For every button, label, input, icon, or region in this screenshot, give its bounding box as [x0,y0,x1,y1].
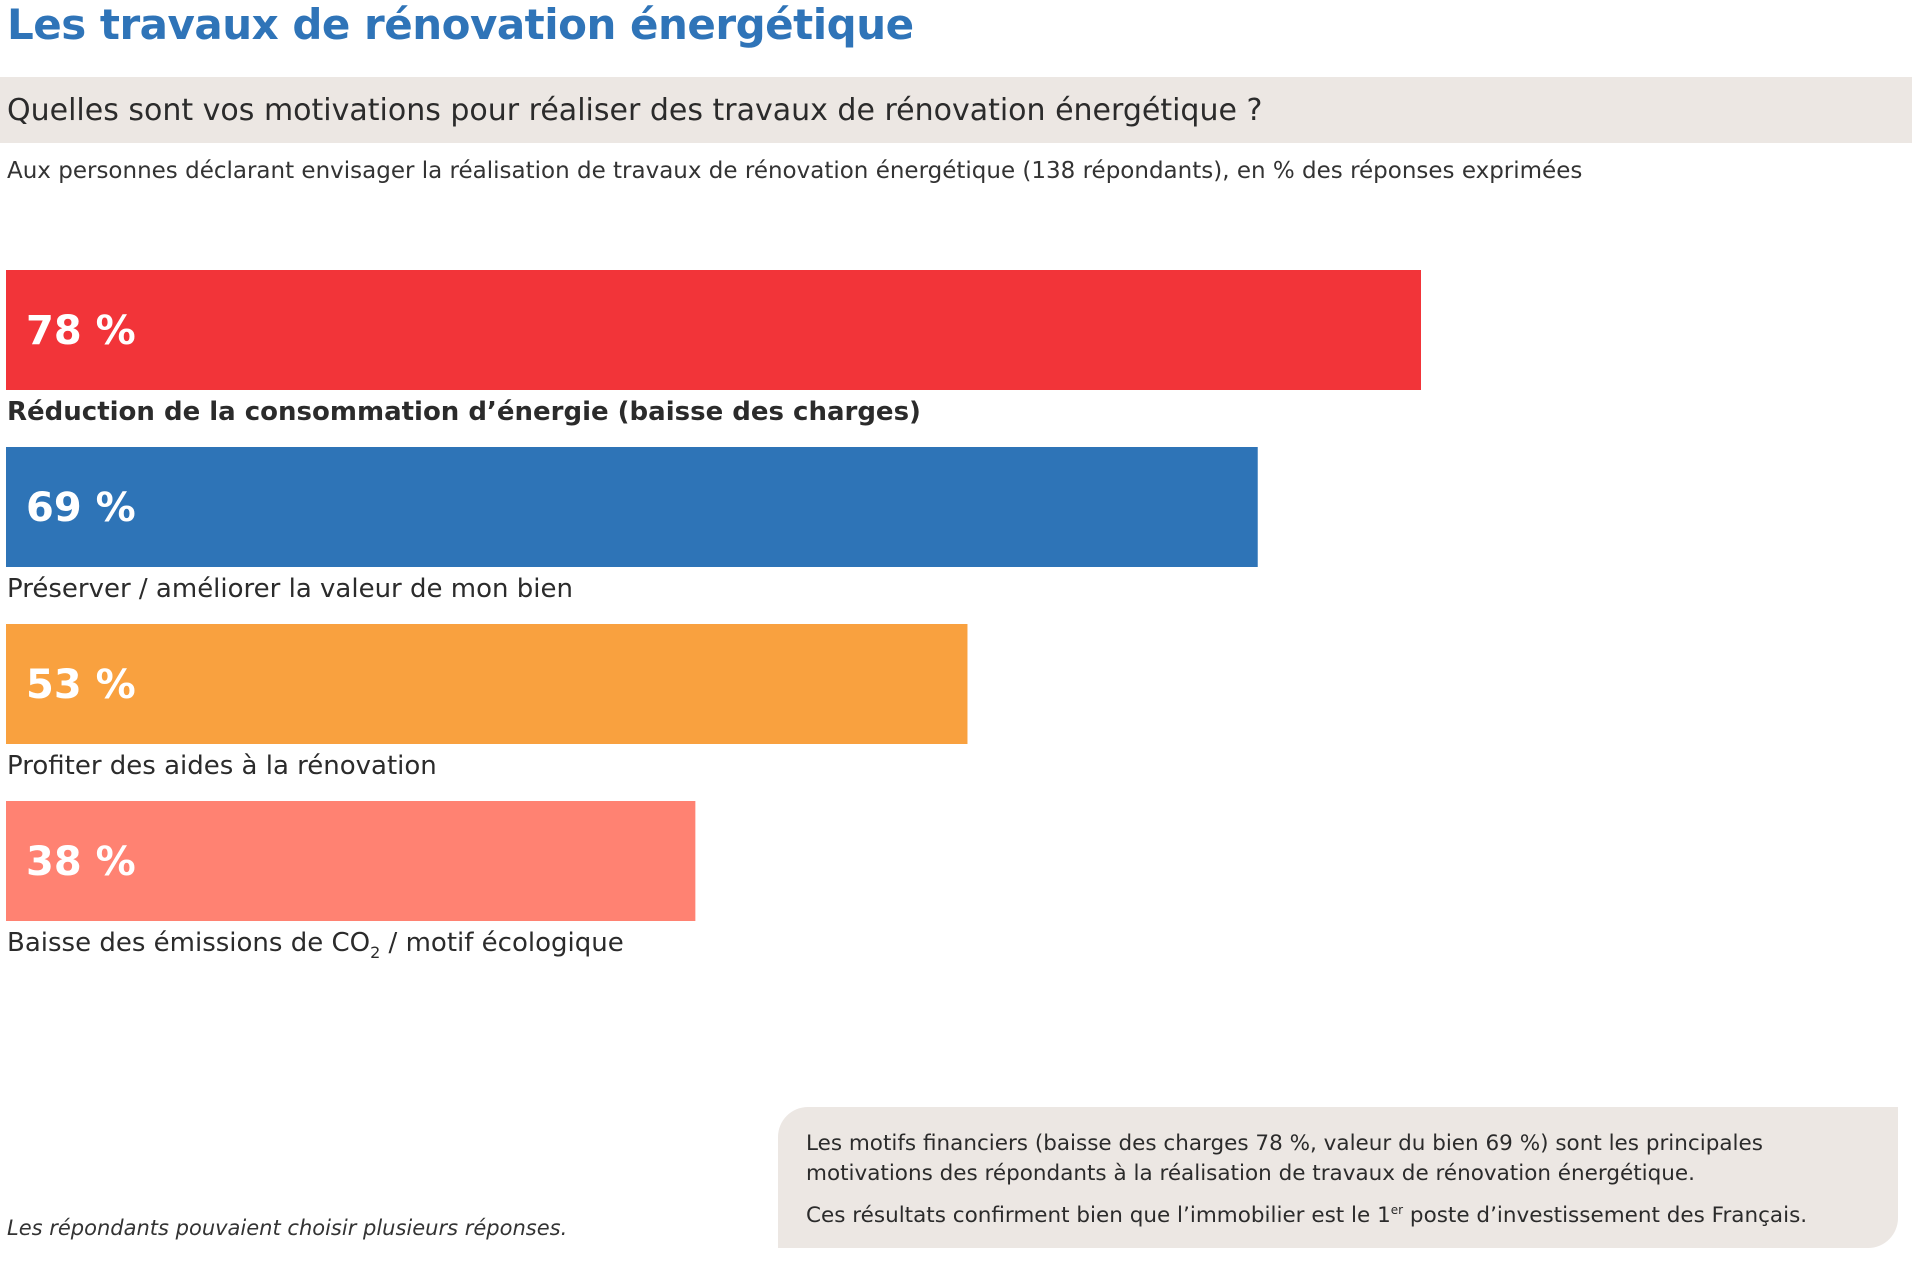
bar-value-label: 38 % [26,839,136,885]
callout-superscript: er [1390,1203,1404,1217]
bar [6,270,1421,390]
callout-text-1: Les motifs financiers (baisse des charge… [806,1131,1763,1186]
callout-box: Les motifs financiers (baisse des charge… [778,1107,1898,1248]
category-label: Préserver / améliorer la valeur de mon b… [7,574,573,604]
callout-text-2-start: Ces résultats confirment bien que l’immo… [806,1203,1391,1229]
bar [6,801,696,921]
chart-subtitle: Aux personnes déclarant envisager la réa… [7,158,1583,184]
bar-value-label: 69 % [26,485,136,531]
bar-chart: 78 % Réduction de la consommation d’énerg… [6,270,1421,962]
page-title: Les travaux de rénovation énergétique [7,0,914,49]
bar [6,624,968,744]
bar [6,447,1258,567]
category-label: Réduction de la consommation d’énergie (… [7,397,921,427]
question-band [0,77,1912,143]
bar-value-label: 53 % [26,662,136,708]
category-label: Profiter des aides à la rénovation [7,751,437,781]
callout-text-2-end: poste d’investissement des Français. [1403,1203,1808,1229]
footnote: Les répondants pouvaient choisir plusieu… [7,1216,568,1240]
bar-value-label: 78 % [26,308,136,354]
survey-question: Quelles sont vos motivations pour réalis… [7,93,1263,128]
category-label: Baisse des émissions de CO2 / motif écol… [7,928,624,962]
callout-text-2: Ces résultats confirment bien que l’immo… [806,1195,1878,1231]
